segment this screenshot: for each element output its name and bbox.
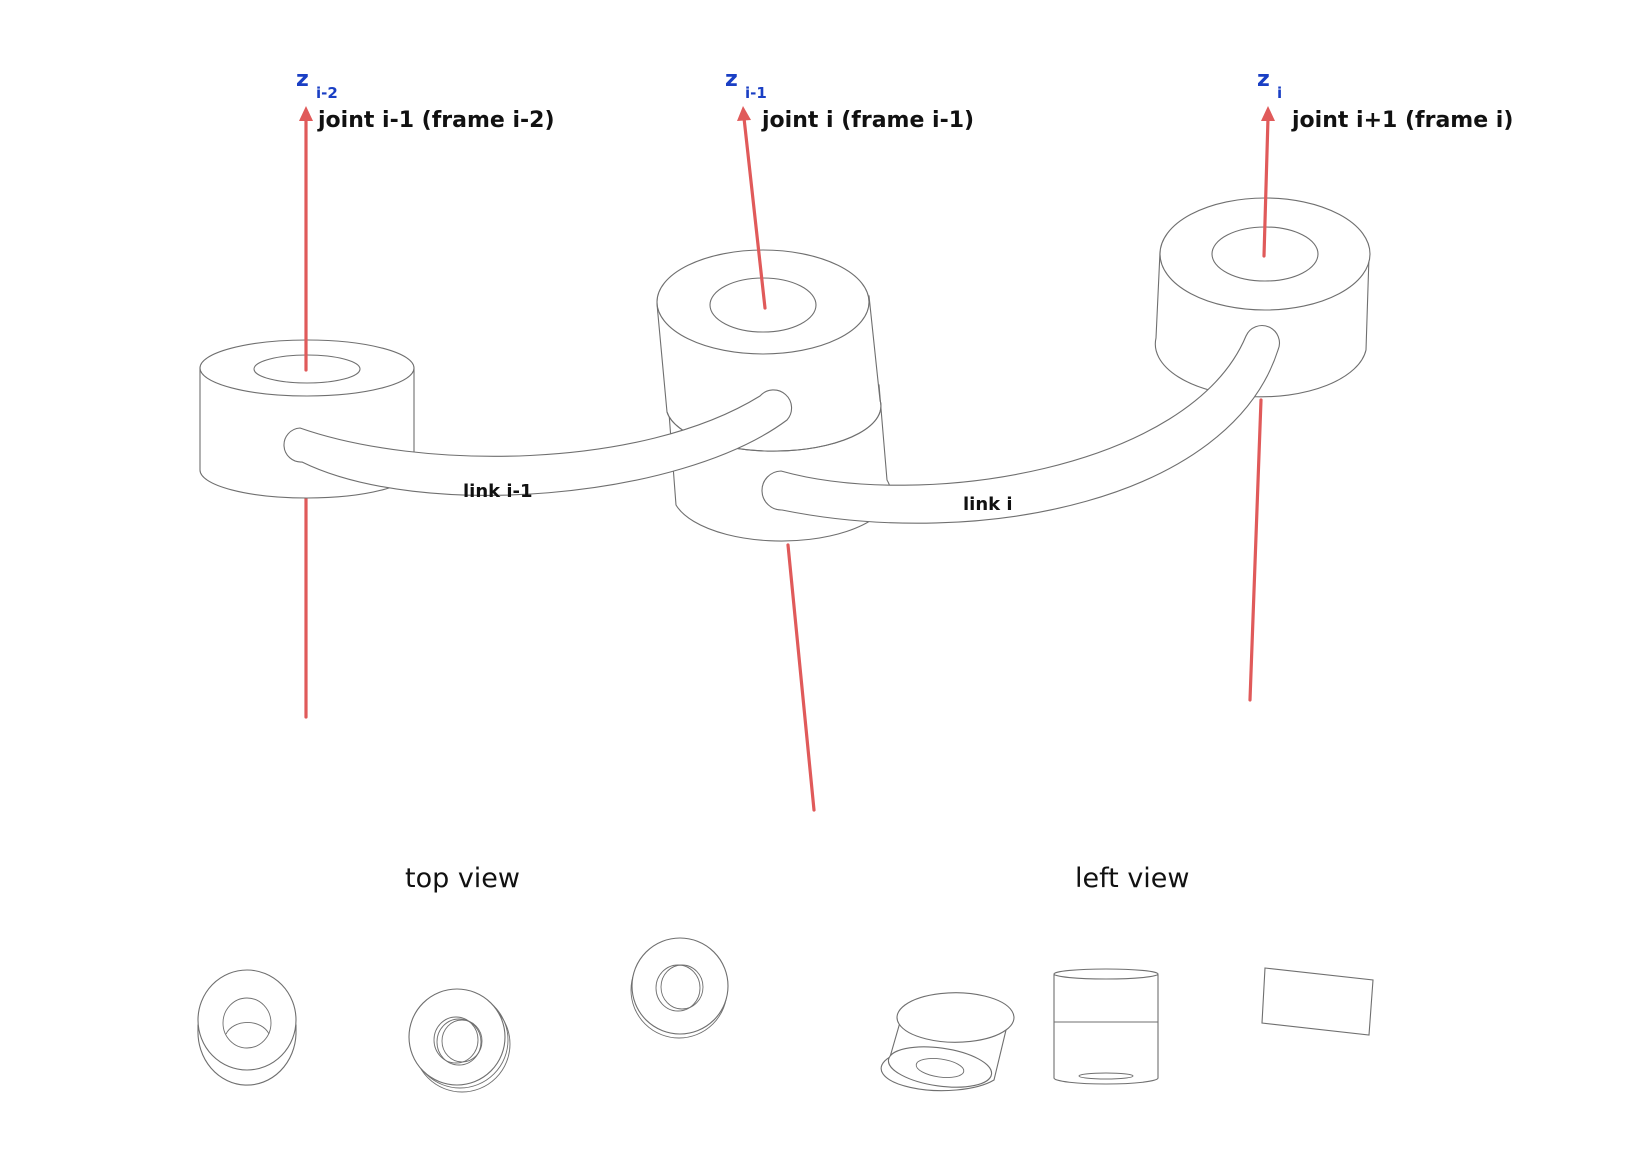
z-axis-label-2: z (725, 67, 738, 92)
joint-label-2: joint i (frame i-1) (761, 108, 974, 133)
z-axis-i-upper (1262, 116, 1270, 258)
z-axis-i-lower (1248, 398, 1263, 702)
z-axis-label-1: z (296, 67, 309, 92)
top-view-thumbnail-2 (408, 988, 511, 1093)
z-axis-i-2-arrowhead (299, 106, 313, 121)
z-axis-subscript-2: i-1 (745, 84, 767, 102)
left-view-thumbnail-1 (880, 992, 1015, 1092)
link-label-i-1: link i-1 (463, 481, 533, 502)
link-tube-i-1 (283, 389, 793, 496)
z-axis-label-3: z (1257, 67, 1270, 92)
joint-label-3: joint i+1 (frame i) (1291, 108, 1513, 133)
z-axis-i-arrowhead (1261, 106, 1275, 121)
left-view-thumbnail-3 (1261, 967, 1374, 1036)
link-tube-i (761, 324, 1281, 524)
z-axis-subscript-3: i (1277, 84, 1282, 102)
top-view-thumbnail-3 (630, 937, 729, 1039)
z-axis-i-1-arrowhead (737, 106, 751, 121)
top-view-title: top view (405, 863, 520, 894)
left-view-title: left view (1075, 863, 1190, 894)
left-view-thumbnail-2 (1053, 968, 1159, 1085)
z-axis-i-1-lower (786, 543, 816, 812)
top-view-thumbnail-1 (197, 969, 297, 1086)
joint-label-1: joint i-1 (frame i-2) (317, 108, 555, 133)
link-label-i: link i (963, 494, 1013, 515)
z-axis-i-1-upper (742, 116, 767, 310)
z-axis-subscript-1: i-2 (316, 84, 338, 102)
